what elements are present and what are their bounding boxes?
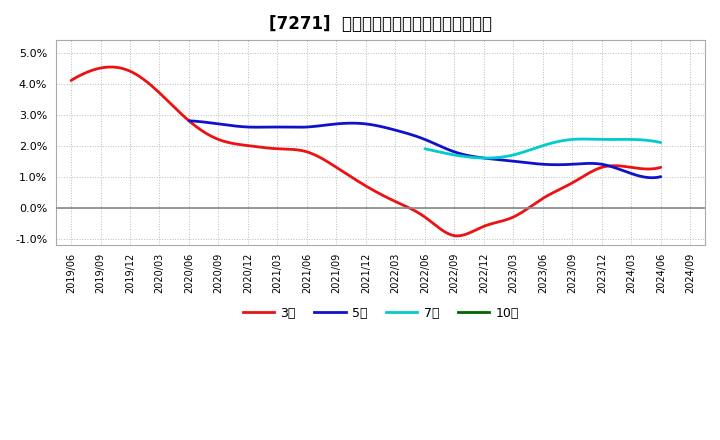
3年 [452, 233, 461, 238]
3年 [495, 219, 504, 224]
Title: [7271]  経常利益マージンの平均値の推移: [7271] 経常利益マージンの平均値の推移 [269, 15, 492, 33]
7年 [657, 140, 665, 145]
3年 [139, 77, 148, 82]
3年 [261, 145, 269, 150]
3年 [498, 218, 507, 224]
3年 [67, 78, 76, 83]
3年 [439, 228, 448, 234]
7年 [420, 146, 429, 151]
Line: 7年: 7年 [425, 139, 661, 158]
5年 [525, 161, 534, 166]
7年 [593, 137, 602, 142]
Line: 5年: 5年 [189, 121, 661, 178]
7年 [482, 155, 490, 161]
Line: 3年: 3年 [71, 67, 661, 236]
5年 [482, 156, 490, 161]
7年 [498, 154, 507, 160]
5年 [184, 118, 193, 124]
7年 [570, 137, 578, 142]
3年 [657, 165, 665, 170]
Legend: 3年, 5年, 7年, 10年: 3年, 5年, 7年, 10年 [238, 302, 523, 325]
3年 [107, 64, 115, 70]
5年 [657, 174, 665, 180]
7年 [579, 136, 588, 142]
5年 [338, 121, 347, 126]
7年 [515, 151, 523, 156]
5年 [528, 161, 536, 166]
5年 [372, 123, 380, 128]
3年 [302, 149, 310, 154]
7年 [592, 137, 600, 142]
7年 [449, 152, 458, 158]
5年 [241, 124, 250, 129]
5年 [648, 175, 657, 180]
